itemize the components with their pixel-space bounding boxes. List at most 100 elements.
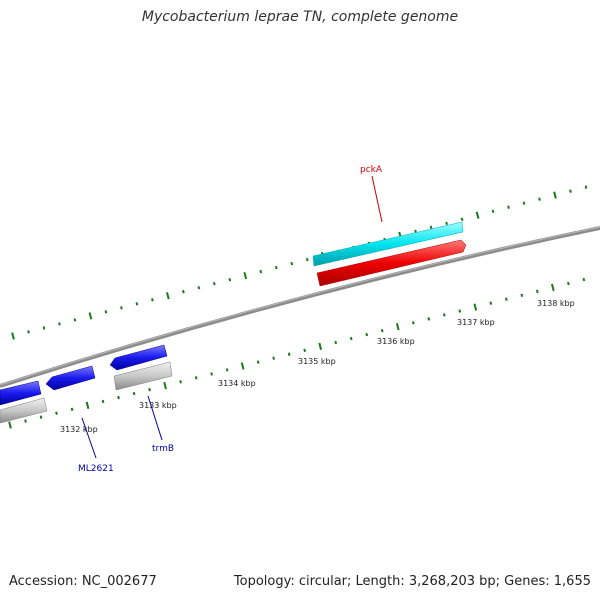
minor-tick [212,281,216,286]
minor-tick [538,197,541,201]
minor-tick [24,419,27,423]
genome-summary-text: Topology: circular; Length: 3,268,203 bp… [233,574,591,589]
tick-label: 3138 kbp [537,299,575,308]
tick-label: 3135 kbp [298,357,336,366]
minor-tick [520,293,524,298]
minor-tick [582,277,586,282]
minor-tick [101,399,105,404]
minor-tick [256,360,260,364]
minor-tick [104,310,108,314]
minor-tick [584,185,588,189]
minor-tick [181,290,185,294]
minor-tick [179,380,182,384]
major-tick [8,421,12,429]
minor-tick [411,321,415,325]
minor-tick [42,326,46,330]
gene-feature[interactable] [0,397,48,424]
minor-tick [491,209,495,213]
minor-tick [194,376,198,380]
minor-tick [73,318,77,322]
minor-tick [70,407,74,411]
label-leader [81,417,97,459]
minor-tick [120,306,123,310]
minor-tick [460,217,464,222]
map-title: Mycobacterium leprae TN, complete genome [141,9,459,25]
minor-tick [334,340,338,345]
tick-label: 3132 kbp [60,425,98,434]
minor-tick [55,411,58,415]
minor-tick [429,225,433,230]
accession-text: Accession: NC_002677 [9,574,157,589]
minor-tick [458,309,462,313]
minor-tick [274,265,278,270]
tick-label: 3133 kbp [139,401,177,410]
gene-label: trmB [152,444,174,454]
gene-label: ML2621 [78,464,114,474]
minor-tick [507,205,510,209]
minor-tick [259,269,263,274]
minor-tick [148,387,151,392]
major-tick [553,191,557,199]
major-tick [551,283,555,292]
major-tick [163,382,167,390]
genome-backbone-highlight [0,226,600,386]
minor-tick [569,189,572,193]
gene-feature[interactable] [113,361,173,391]
minor-tick [349,336,353,341]
major-tick [395,323,400,331]
major-tick [85,401,90,409]
cds-feature[interactable] [312,221,464,267]
minor-tick [365,332,369,337]
minor-tick [427,317,431,321]
major-tick [240,362,245,370]
minor-tick [132,391,136,396]
minor-tick [27,330,30,334]
minor-tick [489,301,493,305]
minor-tick [380,328,384,333]
minor-tick [210,372,213,376]
minor-tick [225,368,229,372]
cds-feature[interactable] [45,365,96,391]
gene-trmB[interactable]: trmB [109,344,174,454]
minor-tick [303,348,307,353]
minor-tick [58,322,61,326]
minor-tick [228,277,232,282]
cds-feature[interactable] [0,380,42,406]
major-tick [88,312,93,320]
tick-label: 3134 kbp [218,379,256,388]
minor-tick [522,201,526,205]
major-tick [475,211,480,219]
tick-label: 3137 kbp [457,318,495,327]
major-tick [318,342,323,351]
gene-label: pckA [360,165,383,175]
major-tick [473,303,478,311]
minor-tick [197,286,201,290]
outer-tick-ring [11,185,588,340]
minor-tick [290,261,294,266]
major-tick [243,272,248,280]
minor-tick [535,289,539,294]
tick-label: 3136 kbp [377,337,415,346]
minor-tick [305,257,309,262]
minor-tick [272,356,276,360]
minor-tick [151,298,154,302]
gene-pckA[interactable]: pckA [312,165,467,287]
minor-tick [445,221,448,226]
minor-tick [504,297,508,301]
cds-feature[interactable] [109,344,168,371]
major-tick [166,292,170,300]
minor-tick [442,313,446,317]
genome-backbone [0,226,600,388]
major-tick [11,332,15,340]
gene-ML2621[interactable]: ML2621 [0,365,114,474]
minor-tick [135,302,139,306]
label-leader [147,395,163,441]
minor-tick [287,352,291,356]
label-leader [371,175,383,223]
minor-tick [39,415,43,419]
gene-feature[interactable] [316,239,467,287]
minor-tick [117,395,120,400]
minor-tick [567,281,570,286]
inner-tick-ring [8,277,586,429]
